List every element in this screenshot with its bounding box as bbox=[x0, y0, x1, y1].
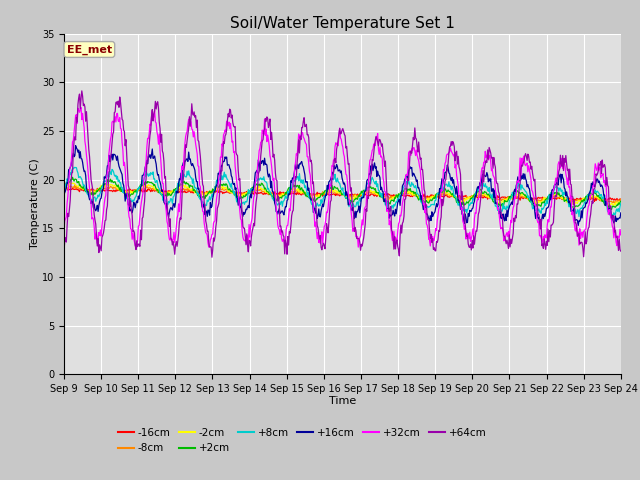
+32cm bbox=[77, 105, 85, 110]
+8cm bbox=[185, 168, 193, 174]
+32cm bbox=[60, 227, 68, 232]
Line: +8cm: +8cm bbox=[64, 168, 621, 216]
+8cm bbox=[617, 200, 625, 206]
+2cm bbox=[68, 174, 76, 180]
Y-axis label: Temperature (C): Temperature (C) bbox=[30, 158, 40, 250]
+64cm bbox=[208, 254, 216, 260]
-16cm bbox=[185, 187, 193, 193]
-16cm bbox=[60, 185, 68, 191]
-16cm bbox=[591, 198, 598, 204]
-8cm bbox=[428, 193, 435, 199]
+2cm bbox=[214, 184, 222, 190]
+32cm bbox=[185, 117, 193, 122]
X-axis label: Time: Time bbox=[329, 396, 356, 406]
+16cm bbox=[128, 210, 136, 216]
+32cm bbox=[428, 236, 436, 242]
+2cm bbox=[71, 176, 79, 182]
+8cm bbox=[70, 165, 78, 170]
-8cm bbox=[71, 182, 79, 188]
+32cm bbox=[412, 153, 419, 158]
+2cm bbox=[128, 192, 136, 197]
+64cm bbox=[185, 125, 193, 131]
+2cm bbox=[617, 198, 625, 204]
+64cm bbox=[412, 135, 419, 141]
+32cm bbox=[215, 174, 223, 180]
Line: -2cm: -2cm bbox=[64, 182, 621, 206]
+16cm bbox=[617, 210, 625, 216]
+64cm bbox=[78, 88, 86, 94]
-8cm bbox=[60, 186, 68, 192]
-2cm bbox=[71, 181, 79, 187]
+16cm bbox=[185, 149, 193, 155]
-16cm bbox=[128, 189, 136, 194]
+8cm bbox=[214, 180, 222, 186]
Line: -8cm: -8cm bbox=[64, 185, 621, 204]
+32cm bbox=[128, 236, 136, 242]
-8cm bbox=[70, 185, 78, 191]
-8cm bbox=[185, 187, 193, 193]
+2cm bbox=[607, 206, 615, 212]
+32cm bbox=[70, 129, 78, 135]
Text: EE_met: EE_met bbox=[67, 44, 112, 55]
+64cm bbox=[128, 212, 136, 218]
-2cm bbox=[60, 184, 68, 190]
+16cm bbox=[214, 170, 222, 176]
Legend: -16cm, -8cm, -2cm, +2cm, +8cm, +16cm, +32cm, +64cm: -16cm, -8cm, -2cm, +2cm, +8cm, +16cm, +3… bbox=[114, 424, 491, 457]
Line: +2cm: +2cm bbox=[64, 177, 621, 209]
-16cm bbox=[411, 193, 419, 199]
-16cm bbox=[63, 185, 70, 191]
-16cm bbox=[428, 192, 435, 198]
-2cm bbox=[411, 192, 419, 197]
-2cm bbox=[605, 204, 613, 209]
-16cm bbox=[214, 188, 222, 194]
-8cm bbox=[128, 190, 136, 196]
+16cm bbox=[70, 154, 78, 160]
+16cm bbox=[411, 173, 419, 179]
Title: Soil/Water Temperature Set 1: Soil/Water Temperature Set 1 bbox=[230, 16, 455, 31]
+16cm bbox=[428, 217, 435, 223]
Line: +64cm: +64cm bbox=[64, 91, 621, 257]
-2cm bbox=[128, 191, 136, 197]
+64cm bbox=[617, 248, 625, 254]
+32cm bbox=[617, 232, 625, 238]
+16cm bbox=[72, 143, 79, 148]
Line: +32cm: +32cm bbox=[64, 108, 621, 247]
+64cm bbox=[215, 200, 223, 206]
+8cm bbox=[575, 214, 583, 219]
-8cm bbox=[617, 196, 625, 202]
-8cm bbox=[411, 192, 419, 198]
+2cm bbox=[185, 182, 193, 188]
+64cm bbox=[428, 240, 436, 245]
Line: -16cm: -16cm bbox=[64, 188, 621, 201]
-16cm bbox=[71, 186, 79, 192]
+64cm bbox=[70, 138, 78, 144]
+32cm bbox=[205, 244, 212, 250]
-2cm bbox=[428, 194, 435, 200]
+8cm bbox=[428, 202, 435, 207]
+8cm bbox=[411, 185, 419, 191]
-16cm bbox=[617, 197, 625, 203]
-2cm bbox=[185, 185, 193, 191]
-2cm bbox=[214, 186, 222, 192]
+16cm bbox=[60, 192, 68, 197]
+16cm bbox=[574, 223, 582, 228]
+8cm bbox=[71, 165, 79, 171]
+2cm bbox=[60, 185, 68, 191]
+8cm bbox=[60, 187, 68, 193]
+2cm bbox=[428, 197, 435, 203]
+8cm bbox=[128, 199, 136, 205]
-2cm bbox=[617, 199, 625, 204]
-2cm bbox=[67, 180, 74, 185]
Line: +16cm: +16cm bbox=[64, 145, 621, 226]
+64cm bbox=[60, 248, 68, 254]
-8cm bbox=[611, 201, 618, 206]
-8cm bbox=[214, 187, 222, 193]
+2cm bbox=[411, 189, 419, 195]
